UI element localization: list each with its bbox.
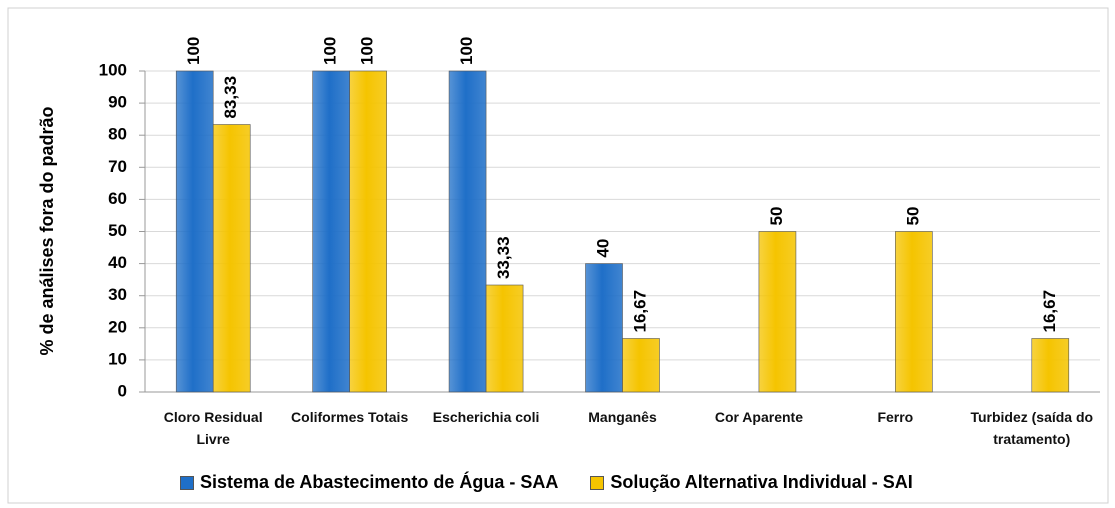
bar	[622, 338, 660, 393]
legend-item: Sistema de Abastecimento de Água - SAA	[180, 472, 558, 493]
x-tick-label: Ferro	[877, 409, 914, 425]
legend-item: Solução Alternativa Individual - SAI	[590, 472, 913, 493]
y-tick-label: 100	[99, 60, 127, 79]
legend-label: Sistema de Abastecimento de Água - SAA	[200, 472, 559, 492]
x-tick-label: Manganês	[588, 409, 657, 425]
legend-swatch	[590, 475, 605, 490]
bar	[895, 231, 933, 393]
y-tick-label: 30	[108, 285, 127, 304]
legend-swatch	[180, 475, 194, 490]
y-tick-label: 70	[108, 157, 127, 176]
value-label: 16,67	[1040, 290, 1059, 333]
legend-label: Solução Alternativa Individual - SAI	[610, 472, 913, 492]
bar	[349, 70, 387, 393]
x-tick-label: Escherichia coli	[432, 409, 540, 425]
value-label: 50	[903, 207, 922, 226]
value-label: 40	[593, 239, 612, 258]
bar	[485, 284, 524, 393]
y-tick-label: 80	[108, 125, 127, 144]
bar	[758, 231, 797, 393]
value-label: 100	[321, 37, 340, 65]
y-tick-label: 10	[108, 349, 127, 368]
bar	[1031, 338, 1070, 393]
value-label: 50	[767, 207, 786, 226]
y-tick-label: 0	[118, 381, 127, 400]
y-axis-label: % de análises fora do padrão	[37, 106, 57, 355]
bar	[585, 263, 623, 393]
y-tick-label: 40	[108, 253, 127, 272]
bar	[312, 70, 350, 393]
y-tick-label: 90	[108, 93, 127, 112]
value-label: 100	[358, 37, 377, 65]
y-tick-label: 20	[108, 317, 127, 336]
frame	[7, 7, 1109, 504]
value-label: 16,67	[630, 290, 649, 333]
x-tick-label: Cor Aparente	[714, 409, 803, 425]
y-tick-label: 60	[108, 189, 127, 208]
value-label: 100	[457, 37, 476, 65]
x-tick-label: Turbidez (saída do tratamento)	[970, 409, 1094, 447]
x-tick-label: Coliformes Totais	[291, 409, 409, 425]
bar	[175, 70, 214, 393]
bar	[212, 124, 251, 393]
value-label: 33,33	[494, 236, 513, 279]
y-tick-label: 50	[108, 221, 127, 240]
value-label: 83,33	[221, 76, 240, 119]
x-tick-label: Cloro Residual Livre	[163, 409, 263, 447]
bar	[448, 70, 487, 393]
value-label: 100	[184, 37, 203, 65]
